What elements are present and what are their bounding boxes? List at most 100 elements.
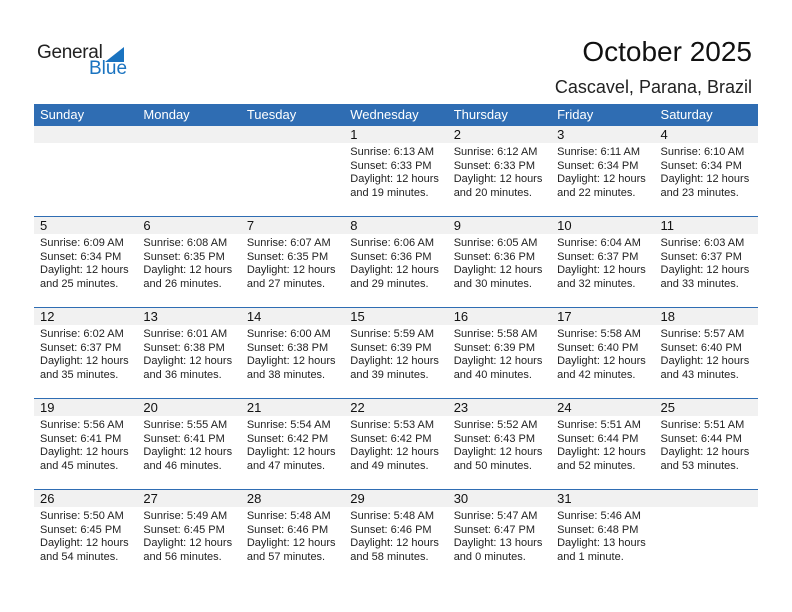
- weekday-saturday: Saturday: [660, 107, 713, 122]
- sunrise-text: Sunrise: 5:53 AM: [350, 419, 435, 431]
- sunrise-text: Sunrise: 6:00 AM: [246, 328, 331, 340]
- sunset-text: Sunset: 6:44 PM: [660, 432, 742, 445]
- day-cell: [34, 143, 137, 200]
- day-number: 4: [660, 127, 668, 142]
- week-row: 1 2 3 4 Sunrise: 6:13 AM Sunset: 6:33 PM Dayli…: [34, 126, 758, 216]
- day-cell: Sunrise: 6:10 AM Sunset: 6:34 PM Daylight:…: [655, 143, 758, 200]
- sunset-text: Sunset: 6:48 PM: [557, 523, 639, 536]
- day-cell: Sunrise: 5:58 AM Sunset: 6:40 PM Daylight:…: [551, 325, 654, 382]
- day-cell: Sunrise: 5:50 AM Sunset: 6:45 PM Daylight:…: [34, 507, 137, 564]
- day-number: 19: [40, 400, 55, 415]
- day-cell: Sunrise: 6:04 AM Sunset: 6:37 PM Daylight:…: [551, 234, 654, 291]
- weekday-wednesday: Wednesday: [350, 107, 419, 122]
- sunset-text: Sunset: 6:42 PM: [246, 432, 329, 445]
- day-cell: Sunrise: 6:06 AM Sunset: 6:36 PM Daylight:…: [344, 234, 447, 291]
- day-number: 31: [557, 491, 572, 506]
- day-number: 27: [143, 491, 158, 506]
- sunrise-text: Sunrise: 6:03 AM: [660, 237, 745, 249]
- daylight-text: and 26 minutes.: [143, 277, 222, 290]
- day-number: 28: [246, 491, 262, 506]
- day-number: 21: [246, 400, 262, 415]
- day-cell: Sunrise: 6:12 AM Sunset: 6:33 PM Daylight:…: [448, 143, 551, 200]
- day-number: [34, 126, 137, 143]
- day-number: 12: [40, 309, 55, 324]
- sunset-text: Sunset: 6:42 PM: [350, 432, 432, 445]
- sunrise-text: Sunrise: 5:48 AM: [246, 510, 331, 522]
- day-number: 29: [350, 491, 365, 506]
- day-info-row: Sunrise: 5:56 AM Sunset: 6:41 PM Daylight:…: [34, 416, 758, 473]
- day-number: [655, 490, 758, 507]
- sunset-text: Sunset: 6:46 PM: [246, 523, 329, 536]
- daylight-text: and 20 minutes.: [453, 186, 532, 199]
- daylight-text: Daylight: 12 hours: [40, 446, 129, 458]
- daylight-text: Daylight: 12 hours: [350, 446, 439, 458]
- sunset-text: Sunset: 6:45 PM: [40, 523, 122, 536]
- day-cell: Sunrise: 6:05 AM Sunset: 6:36 PM Daylight:…: [448, 234, 551, 291]
- day-info-row: Sunrise: 6:13 AM Sunset: 6:33 PM Daylight:…: [34, 143, 758, 200]
- daylight-text: and 22 minutes.: [557, 186, 636, 199]
- sunrise-text: Sunrise: 5:54 AM: [246, 419, 331, 431]
- day-number: [137, 126, 240, 143]
- day-cell: Sunrise: 5:53 AM Sunset: 6:42 PM Daylight:…: [344, 416, 447, 473]
- daylight-text: and 25 minutes.: [40, 277, 119, 290]
- daylight-text: Daylight: 12 hours: [453, 355, 543, 367]
- sunset-text: Sunset: 6:39 PM: [350, 341, 432, 354]
- daylight-text: Daylight: 13 hours: [557, 537, 646, 549]
- daylight-text: Daylight: 12 hours: [350, 355, 439, 367]
- day-cell: Sunrise: 5:51 AM Sunset: 6:44 PM Daylight:…: [655, 416, 758, 473]
- sunrise-text: Sunrise: 6:11 AM: [557, 146, 641, 158]
- day-cell: Sunrise: 5:49 AM Sunset: 6:45 PM Daylight:…: [137, 507, 240, 564]
- sunrise-text: Sunrise: 6:01 AM: [143, 328, 228, 340]
- day-cell: Sunrise: 6:11 AM Sunset: 6:34 PM Daylight:…: [551, 143, 654, 200]
- daylight-text: Daylight: 13 hours: [453, 537, 543, 549]
- day-cell: Sunrise: 5:58 AM Sunset: 6:39 PM Daylight:…: [448, 325, 551, 382]
- daylight-text: Daylight: 12 hours: [557, 173, 646, 185]
- sunrise-text: Sunrise: 5:51 AM: [557, 419, 641, 431]
- day-cell: Sunrise: 6:13 AM Sunset: 6:33 PM Daylight:…: [344, 143, 447, 200]
- day-number: 9: [453, 218, 461, 233]
- daylight-text: Daylight: 12 hours: [40, 537, 129, 549]
- sunrise-text: Sunrise: 5:56 AM: [40, 419, 124, 431]
- sunset-text: Sunset: 6:41 PM: [143, 432, 225, 445]
- daylight-text: and 0 minutes.: [453, 550, 526, 563]
- date-bar: 1 2 3 4: [34, 126, 758, 143]
- day-cell: Sunrise: 5:54 AM Sunset: 6:42 PM Daylight:…: [241, 416, 344, 473]
- date-bar: 5 6 7 8 9 10 11: [34, 217, 758, 234]
- daylight-text: and 42 minutes.: [557, 368, 636, 381]
- weekday-friday: Friday: [557, 107, 594, 122]
- weekday-thursday: Thursday: [453, 107, 508, 122]
- week-row: 12 13 14 15 16 17 18 Sunrise: 6:02 AM Sunset: 6:…: [34, 307, 758, 398]
- day-cell: Sunrise: 6:03 AM Sunset: 6:37 PM Daylight:…: [655, 234, 758, 291]
- daylight-text: Daylight: 12 hours: [246, 446, 336, 458]
- daylight-text: and 53 minutes.: [660, 459, 739, 472]
- sunset-text: Sunset: 6:35 PM: [246, 250, 329, 263]
- sunset-text: Sunset: 6:47 PM: [453, 523, 536, 536]
- sunrise-text: Sunrise: 6:09 AM: [40, 237, 124, 249]
- daylight-text: and 33 minutes.: [660, 277, 739, 290]
- daylight-text: Daylight: 12 hours: [246, 537, 336, 549]
- sunset-text: Sunset: 6:33 PM: [453, 159, 536, 172]
- day-cell: Sunrise: 5:52 AM Sunset: 6:43 PM Daylight:…: [448, 416, 551, 473]
- day-number: 25: [660, 400, 675, 415]
- week-row: 19 20 21 22 23 24 25 Sunrise: 5:56 AM Sunset: 6:…: [34, 398, 758, 489]
- daylight-text: and 57 minutes.: [246, 550, 326, 563]
- daylight-text: Daylight: 12 hours: [453, 264, 543, 276]
- sunrise-text: Sunrise: 6:05 AM: [453, 237, 538, 249]
- weekday-monday: Monday: [143, 107, 190, 122]
- daylight-text: Daylight: 12 hours: [453, 173, 543, 185]
- sunset-text: Sunset: 6:38 PM: [246, 341, 329, 354]
- day-cell: Sunrise: 6:08 AM Sunset: 6:35 PM Daylight:…: [137, 234, 240, 291]
- daylight-text: and 40 minutes.: [453, 368, 532, 381]
- day-number: 13: [143, 309, 158, 324]
- sunset-text: Sunset: 6:46 PM: [350, 523, 432, 536]
- day-number: 7: [246, 218, 255, 233]
- daylight-text: and 56 minutes.: [143, 550, 222, 563]
- sunset-text: Sunset: 6:40 PM: [557, 341, 639, 354]
- day-number: 26: [40, 491, 55, 506]
- daylight-text: and 38 minutes.: [246, 368, 326, 381]
- day-cell: Sunrise: 6:01 AM Sunset: 6:38 PM Daylight:…: [137, 325, 240, 382]
- sunrise-text: Sunrise: 6:13 AM: [350, 146, 435, 158]
- day-number: 20: [143, 400, 158, 415]
- day-info-row: Sunrise: 6:09 AM Sunset: 6:34 PM Daylight:…: [34, 234, 758, 291]
- sunrise-text: Sunrise: 6:12 AM: [453, 146, 538, 158]
